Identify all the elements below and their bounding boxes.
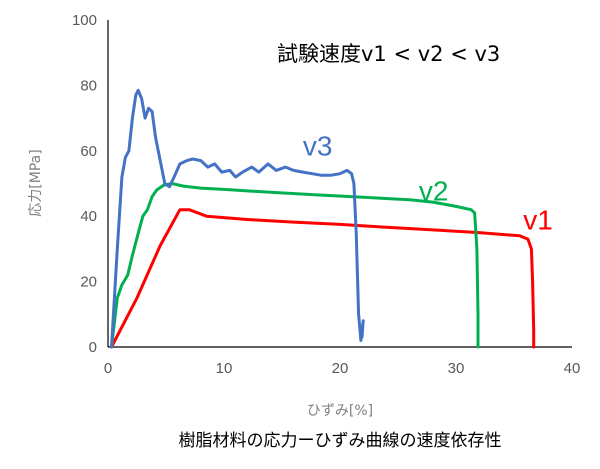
series-label-v1: v1 [523,204,553,235]
plot-area [107,20,572,348]
y-tick-label: 100 [72,12,97,29]
series-line-v2 [110,182,480,349]
y-tick-label: 40 [80,208,97,225]
x-tick-label: 0 [104,360,112,377]
series-label-v2: v2 [419,176,449,207]
y-tick-label: 60 [80,143,97,160]
x-axis-title: ひずみ[%] [307,403,373,419]
x-tick-label: 40 [564,360,581,377]
series-lines [110,88,536,349]
y-tick-label: 0 [89,339,97,356]
x-tick-label: 20 [332,360,349,377]
series-label-v3: v3 [303,131,333,162]
y-axis-title: 応力[MPa] [28,149,44,216]
x-tick-label: 10 [216,360,233,377]
x-tick-labels: 0 10 20 30 40 [104,360,581,377]
y-tick-label: 20 [80,274,97,291]
chart-caption: 樹脂材料の応力ーひずみ曲線の速度依存性 [179,431,502,451]
series-labels: v1 v2 v3 [303,131,553,236]
series-line-v3 [110,88,365,349]
x-tick-label: 30 [448,360,465,377]
speed-annotation: 試験速度v1 < v2 < v3 [277,42,500,66]
y-tick-label: 80 [80,77,97,94]
y-tick-labels: 0 20 40 60 80 100 [72,12,97,356]
series-line-v1 [110,208,536,349]
